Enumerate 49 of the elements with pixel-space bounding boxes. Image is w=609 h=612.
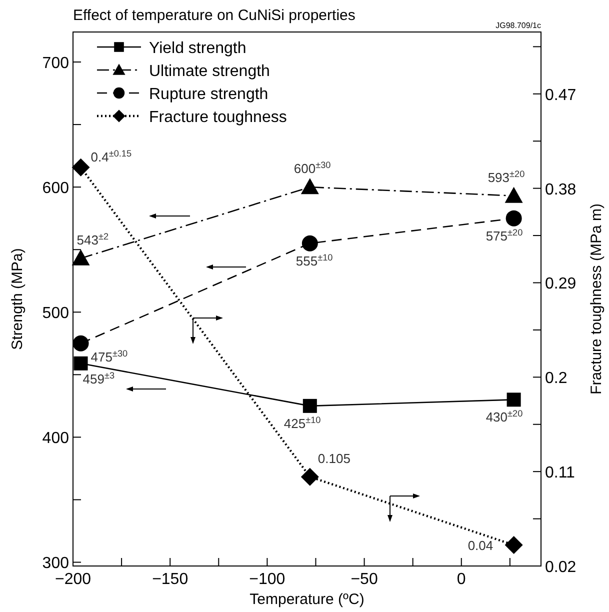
point — [504, 186, 523, 203]
chart-title: Effect of temperature on CuNiSi properties — [73, 7, 356, 24]
x-tick-label: 0 — [456, 571, 466, 588]
y-tick-label: 600 — [42, 180, 70, 198]
point — [302, 398, 317, 413]
text: JG98.709/1c — [496, 21, 541, 30]
x-axis-title: Temperature (ºC) — [250, 591, 364, 608]
y2-tick-label: 0.02 — [545, 559, 576, 576]
y-tick-label: 400 — [42, 430, 70, 448]
point — [72, 335, 89, 352]
legend-label: Fracture toughness — [149, 109, 287, 126]
data-label: 555$^{±10}$ — [296, 252, 333, 268]
point — [72, 158, 90, 176]
point — [300, 468, 319, 486]
point — [504, 536, 523, 554]
y-tick-label: 500 — [42, 305, 70, 322]
data-label: 459$^{±3}$ — [82, 370, 115, 386]
y2-tick-label: 0.47 — [545, 86, 576, 104]
y2-tick-label: 0.38 — [545, 181, 576, 198]
legend-label: Rupture strength — [149, 86, 268, 103]
x-tick-label: −200 — [54, 571, 92, 588]
y-axis-title: Strength (MPa) — [9, 248, 26, 350]
x-tick-label: −50 — [350, 571, 378, 588]
y2-tick-label: 0.29 — [545, 276, 576, 293]
data-label: 475$^{±30}$ — [90, 348, 128, 364]
point — [72, 249, 90, 266]
data-label: 425$^{±10}$ — [284, 414, 321, 431]
y2-axis-title: Fracture toughness (MPa m) — [588, 204, 605, 394]
y2-tick-label: 0.2 — [545, 370, 568, 388]
legend-label: Yield strength — [149, 40, 246, 57]
point — [302, 235, 318, 252]
y-tick-label: 300 — [42, 555, 70, 572]
x-tick-label: −100 — [249, 571, 286, 588]
data-label: 600$^{±30}$ — [294, 160, 331, 176]
point — [74, 356, 88, 370]
y-tick-label: 700 — [42, 55, 70, 72]
data-label: 593$^{±20}$ — [488, 168, 525, 185]
data-label: 543$^{±2}$ — [76, 231, 109, 248]
x-tick-label: −150 — [152, 571, 188, 588]
data-label: 0.105 — [318, 450, 350, 466]
legend-label: Ultimate strength — [149, 63, 270, 80]
point — [506, 210, 522, 226]
point — [300, 178, 319, 194]
point — [506, 392, 521, 407]
data-label: 0.04 — [468, 538, 494, 554]
y2-tick-label: 0.11 — [545, 464, 576, 482]
data-label: 430$^{±20}$ — [486, 408, 523, 425]
data-label: 0.4$^{±0.15}$ — [90, 148, 132, 164]
data-label: 575$^{±20}$ — [486, 227, 523, 244]
